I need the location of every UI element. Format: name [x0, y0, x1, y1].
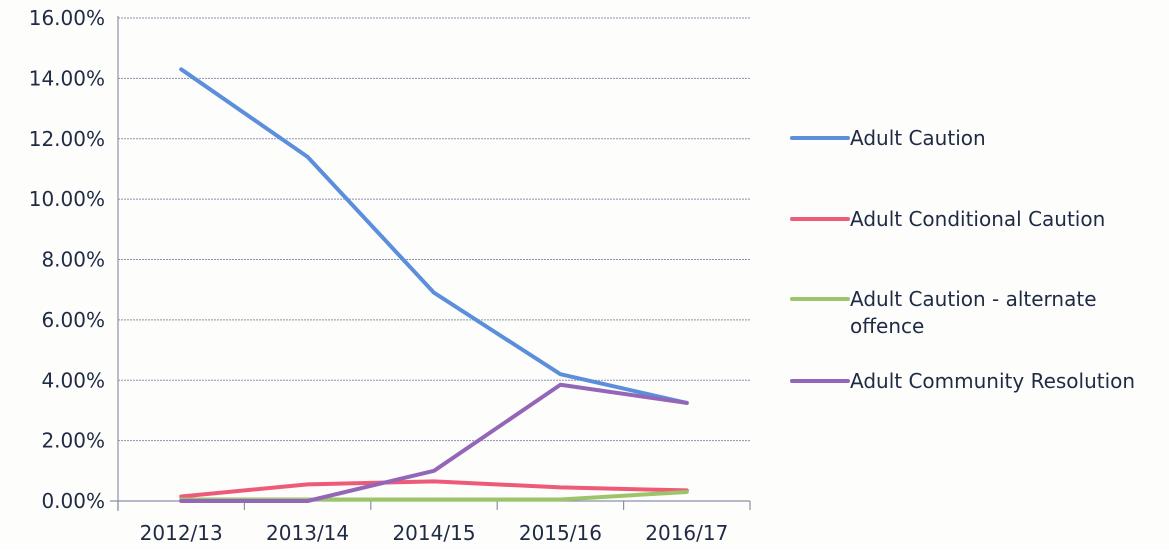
grid-layer [118, 17, 750, 442]
y-tick-label: 10.00% [29, 187, 105, 211]
series-line-2 [179, 479, 689, 499]
legend-label: offence [850, 314, 924, 338]
x-tick-label: 2013/14 [266, 521, 349, 545]
series-line-4 [179, 382, 689, 503]
x-tick-label: 2016/17 [645, 521, 728, 545]
axis-layer: 0.00% 2.00% 4.00% 6.00% 8.00% 10.00% 12.00% 14.… [29, 6, 751, 545]
y-tick-label: 4.00% [41, 368, 105, 392]
y-tick-label: 12.00% [29, 127, 105, 151]
legend-label: Adult Conditional Caution [850, 207, 1105, 231]
legend-label: Adult Caution [850, 126, 986, 150]
y-tick-label: 16.00% [29, 6, 105, 30]
y-tick-label: 6.00% [41, 308, 105, 332]
y-tick-label: 2.00% [41, 429, 105, 453]
x-tick-label: 2015/16 [519, 521, 602, 545]
x-tick-label: 2014/15 [392, 521, 475, 545]
y-tick-label: 14.00% [29, 66, 105, 90]
x-tick-label: 2012/13 [140, 521, 223, 545]
legend-label: Adult Community Resolution [850, 369, 1135, 393]
legend-label: Adult Caution - alternate [850, 287, 1097, 311]
legend: Adult Caution Adult Conditional Caution Ad… [790, 126, 1135, 393]
series-layer [179, 67, 689, 503]
series-line-3 [179, 489, 689, 502]
series-line-1 [179, 67, 689, 405]
y-tick-label: 0.00% [41, 489, 105, 513]
y-tick-label: 8.00% [41, 248, 105, 272]
